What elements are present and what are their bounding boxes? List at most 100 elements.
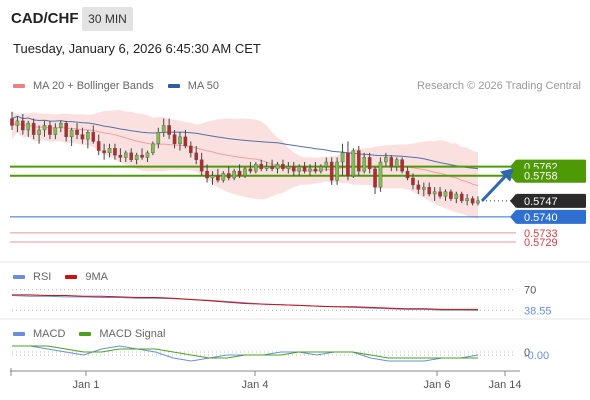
candle-body xyxy=(449,191,453,199)
candle-body xyxy=(123,152,128,158)
candle-body xyxy=(48,125,52,135)
macd-line xyxy=(12,345,479,362)
candle-body xyxy=(356,150,361,172)
candle-body xyxy=(443,191,448,197)
candle-body xyxy=(145,152,150,158)
candle-body xyxy=(10,118,14,126)
candle-body xyxy=(156,132,161,144)
currency-pair-title: CAD/CHF xyxy=(11,10,79,27)
macd-signal-line xyxy=(12,345,478,359)
candle-body xyxy=(210,175,215,179)
candle-body xyxy=(438,191,442,197)
candle-body xyxy=(237,170,242,176)
candle-body xyxy=(118,154,123,158)
ma20-swatch xyxy=(13,84,25,88)
macd-legend: MACD MACD Signal xyxy=(13,328,179,340)
candle-body xyxy=(470,198,475,204)
candle-body xyxy=(275,164,280,170)
candle-body xyxy=(281,164,285,170)
candle-body xyxy=(205,170,209,179)
candle-body xyxy=(313,168,318,172)
macd-swatch xyxy=(13,332,25,336)
candle-body xyxy=(102,150,106,154)
price-level-label: 0.5747 xyxy=(524,196,558,208)
candle-body xyxy=(42,125,47,131)
candle-body xyxy=(226,173,231,179)
candle-body xyxy=(21,120,25,131)
rsi-line xyxy=(11,295,479,311)
candle-body xyxy=(270,166,274,170)
candle-body xyxy=(389,157,394,167)
candle-body xyxy=(324,161,329,167)
candle-body xyxy=(15,120,20,126)
price-level-tag-pointer xyxy=(510,193,516,208)
projection-arrow xyxy=(480,173,509,202)
macd-value-label: -0.00 xyxy=(524,350,549,362)
rsi-legend-label: RSI xyxy=(33,271,52,283)
candle-body xyxy=(161,125,166,133)
candle-body xyxy=(411,177,415,186)
timestamp: Tuesday, January 6, 2026 6:45:30 AM CET xyxy=(13,41,261,56)
candle-body xyxy=(416,184,421,190)
price-level-label: 0.5758 xyxy=(524,171,558,183)
candle-body xyxy=(308,168,312,172)
candle-body xyxy=(400,159,404,172)
rsi-swatch xyxy=(13,275,25,279)
candle-body xyxy=(189,145,193,154)
candle-body xyxy=(113,148,117,156)
ma50-legend-label: MA 50 xyxy=(187,80,219,92)
price-level-label: 0.5729 xyxy=(524,237,558,249)
candle-body xyxy=(96,141,101,151)
candle-body xyxy=(172,134,177,144)
price-level-tag-pointer xyxy=(510,168,516,183)
price-level-tag-pointer xyxy=(510,209,516,224)
price-level-tag xyxy=(516,168,586,183)
timeframe-button[interactable]: 30 MIN xyxy=(82,7,133,31)
price-level-label: 0.5733 xyxy=(524,228,558,240)
candle-body xyxy=(216,175,220,181)
candle-body xyxy=(37,129,41,135)
candle-body xyxy=(221,173,226,181)
rsi-legend: RSI 9MA xyxy=(13,271,122,283)
price-level-label: 0.5740 xyxy=(524,212,558,224)
candle-body xyxy=(248,168,253,172)
rsi-value-label: 70 xyxy=(524,285,536,297)
candle-body xyxy=(394,159,399,167)
candle-body xyxy=(183,136,188,147)
candle-body xyxy=(291,166,296,172)
macd-signal-legend-label: MACD Signal xyxy=(99,328,166,340)
price-legend: MA 20 + Bollinger Bands MA 50 xyxy=(13,80,233,92)
candle-body xyxy=(384,157,388,163)
candle-body xyxy=(107,148,112,154)
candle-body xyxy=(194,152,199,160)
price-level-tag xyxy=(516,193,586,208)
candle-body xyxy=(64,122,68,138)
price-level-tag-pointer xyxy=(510,159,516,174)
candle-body xyxy=(297,166,301,172)
chart-header: CAD/CHF 30 MIN Tuesday, January 6, 2026 … xyxy=(0,0,590,70)
rsi-value-label: 38.55 xyxy=(524,305,552,317)
candle-body xyxy=(151,143,155,154)
candle-body xyxy=(346,152,350,176)
candle-body xyxy=(91,132,96,142)
candle-body xyxy=(86,132,90,140)
x-axis-tick-label: Jan 1 xyxy=(73,379,100,391)
candle-body xyxy=(459,193,464,202)
candle-body xyxy=(75,129,79,135)
candle-body xyxy=(378,161,383,188)
candle-body xyxy=(286,166,291,170)
candle-body xyxy=(69,129,74,138)
ma20-legend-label: MA 20 + Bollinger Bands xyxy=(33,80,154,92)
rsi-ma-legend-label: 9MA xyxy=(85,271,108,283)
candle-body xyxy=(232,170,236,179)
candle-body xyxy=(259,164,264,170)
candle-body xyxy=(243,168,247,176)
x-axis-tick-label: Jan 6 xyxy=(424,379,451,391)
candle-body xyxy=(264,166,269,170)
candle-body xyxy=(362,157,367,172)
candle-body xyxy=(351,150,356,176)
ma50-swatch xyxy=(167,84,180,88)
candle-body xyxy=(340,152,345,163)
candle-body xyxy=(454,193,459,199)
candle-body xyxy=(58,122,63,128)
